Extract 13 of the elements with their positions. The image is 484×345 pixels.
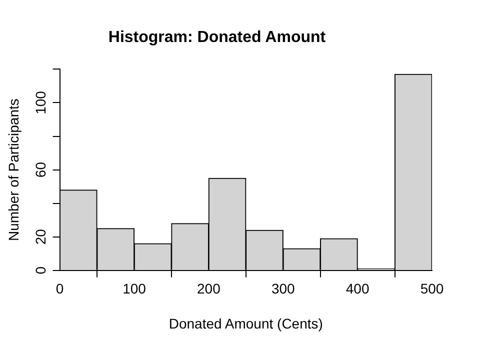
y-tick-label: 0 bbox=[32, 266, 49, 274]
x-tick-label: 0 bbox=[56, 280, 64, 297]
x-tick-label: 300 bbox=[271, 280, 296, 297]
x-axis-title: Donated Amount (Cents) bbox=[168, 315, 323, 332]
x-tick-label: 500 bbox=[420, 280, 444, 297]
y-tick-label: 60 bbox=[32, 162, 49, 178]
x-tick-label: 400 bbox=[346, 280, 370, 297]
chart-title: Histogram: Donated Amount bbox=[108, 29, 326, 46]
y-axis-title: Number of Participants bbox=[5, 98, 22, 242]
y-tick-label: 100 bbox=[32, 90, 49, 114]
x-tick-label: 200 bbox=[197, 280, 221, 297]
y-tick-label: 20 bbox=[32, 228, 49, 245]
x-tick-label: 100 bbox=[122, 280, 146, 297]
